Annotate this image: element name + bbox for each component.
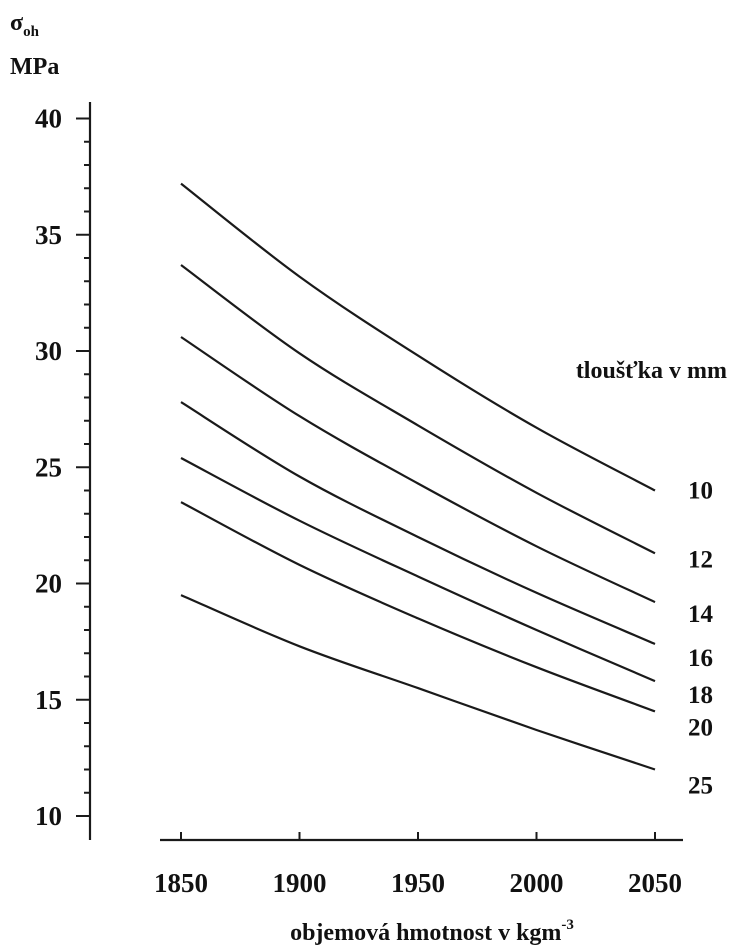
series-line-16 <box>180 401 656 646</box>
x-tick-label: 2000 <box>510 868 564 898</box>
y-tick-label: 25 <box>35 452 62 482</box>
y-axis-symbol: σ <box>10 10 23 36</box>
series-label-25: 25 <box>688 773 713 800</box>
x-tick-label: 2050 <box>628 868 682 898</box>
y-axis-subscript: oh <box>23 24 40 40</box>
series-line-18 <box>180 457 656 683</box>
x-axis-superscript: -3 <box>561 917 574 933</box>
series-label-16: 16 <box>688 645 713 672</box>
y-minor-ticks <box>84 140 90 794</box>
series-line-25 <box>180 594 656 771</box>
legend-title: tloušťka v mm <box>576 358 727 384</box>
series-label-12: 12 <box>688 546 713 573</box>
series-label-14: 14 <box>688 601 714 628</box>
x-tick-label: 1850 <box>154 868 208 898</box>
series-line-14 <box>180 336 656 604</box>
x-axis-label-text: objemová hmotnost v kgm <box>290 920 561 946</box>
series-line-12 <box>180 264 656 555</box>
series-line-10 <box>180 182 656 492</box>
series-label-18: 18 <box>688 682 713 709</box>
y-tick-label: 30 <box>35 336 62 366</box>
series-lines <box>180 182 656 771</box>
series-labels: 10 12 14 16 18 20 25 <box>688 478 714 800</box>
y-tick-label: 20 <box>35 569 62 599</box>
series-line-20 <box>180 501 656 713</box>
y-tick-label: 10 <box>35 801 62 831</box>
y-axis-unit: MPa <box>10 54 59 80</box>
y-axis-label: σoh <box>10 10 40 40</box>
y-tick-label: 40 <box>35 104 62 134</box>
series-label-20: 20 <box>688 714 713 741</box>
y-tick-label: 35 <box>35 220 62 250</box>
y-ticks: 10 15 20 25 30 35 40 <box>35 104 90 831</box>
x-ticks: 1850 1900 1950 2000 2050 <box>154 832 682 898</box>
x-tick-label: 1950 <box>391 868 445 898</box>
series-label-10: 10 <box>688 478 713 505</box>
y-tick-label: 15 <box>35 685 62 715</box>
x-axis-label: objemová hmotnost v kgm-3 <box>290 917 574 946</box>
x-tick-label: 1900 <box>273 868 327 898</box>
